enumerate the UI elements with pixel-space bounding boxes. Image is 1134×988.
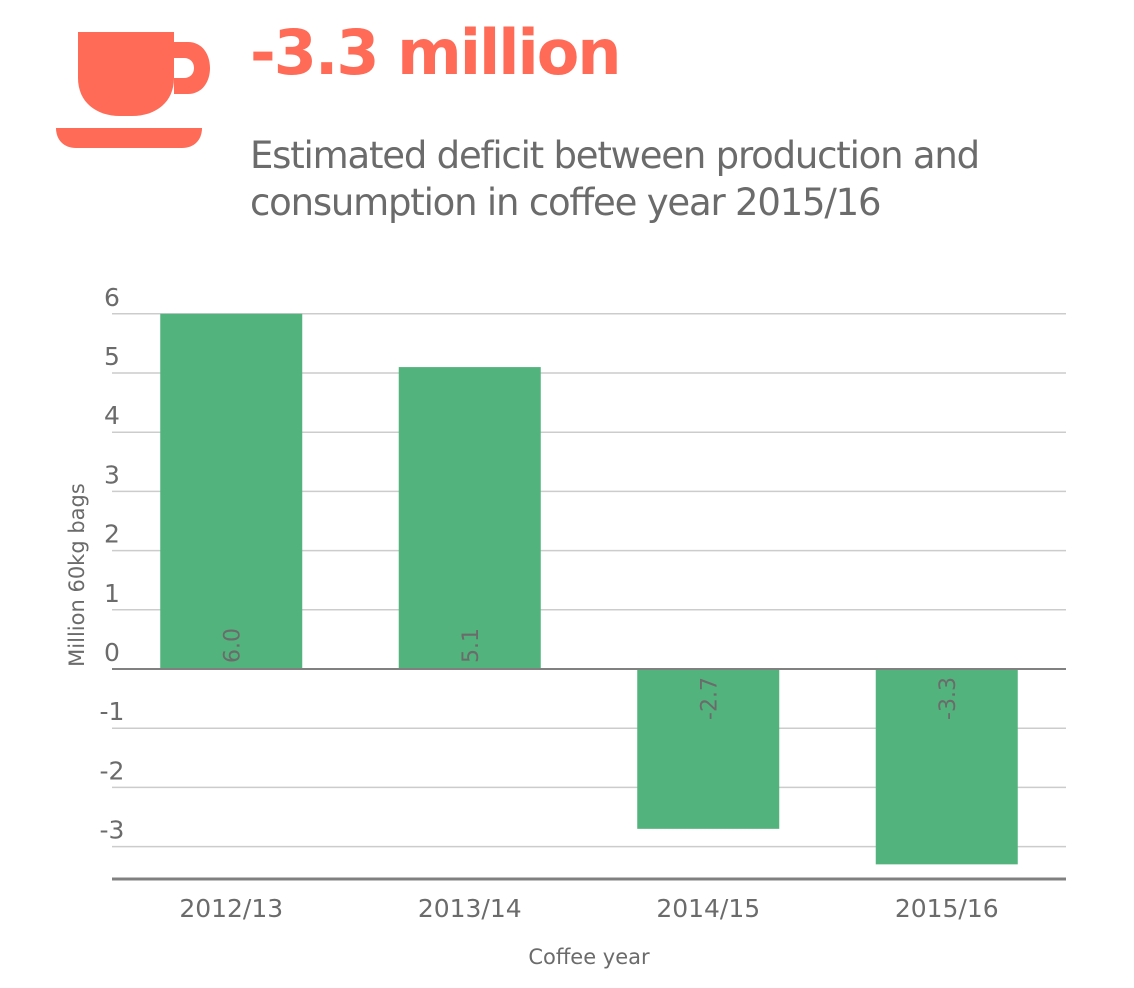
bar xyxy=(875,669,1018,865)
x-tick-label: 2015/16 xyxy=(895,894,999,923)
y-tick-label: 5 xyxy=(104,342,120,371)
bar xyxy=(160,313,303,669)
y-axis-title: Million 60kg bags xyxy=(65,483,89,667)
y-tick-label: 1 xyxy=(104,579,120,608)
y-tick-label: 3 xyxy=(104,460,120,489)
data-label: -3.3 xyxy=(936,677,961,720)
bar-chart: 6 5 4 3 2 1 0 -1 -2 -3 Million 60kg bags 6.0 2012/13… xyxy=(65,283,1066,969)
y-tick-label: 2 xyxy=(104,520,120,549)
subtitle-line-2: consumption in coffee year 2015/16 xyxy=(250,181,882,224)
headline: -3.3 million xyxy=(250,16,621,89)
y-tick-label: -3 xyxy=(100,816,125,845)
y-tick-label: 6 xyxy=(104,283,120,312)
y-tick-label: 4 xyxy=(104,401,120,430)
y-tick-label: -2 xyxy=(100,756,125,785)
bar xyxy=(398,367,541,669)
bar xyxy=(637,669,780,829)
x-axis-title: Coffee year xyxy=(528,945,650,969)
subtitle: Estimated deficit between production and… xyxy=(250,132,980,226)
cup-handle xyxy=(174,42,210,94)
data-label: -2.7 xyxy=(697,677,722,720)
coffee-cup-icon xyxy=(56,32,210,148)
x-tick-label: 2013/14 xyxy=(418,894,522,923)
subtitle-line-1: Estimated deficit between production and xyxy=(250,134,980,177)
data-label: 6.0 xyxy=(220,628,245,663)
y-tick-label: 0 xyxy=(104,638,120,667)
x-tick-label: 2012/13 xyxy=(179,894,283,923)
cup-body xyxy=(78,32,174,116)
cup-saucer xyxy=(56,128,202,148)
data-label: 5.1 xyxy=(459,628,484,663)
y-tick-label: -1 xyxy=(100,697,125,726)
x-tick-label: 2014/15 xyxy=(656,894,760,923)
